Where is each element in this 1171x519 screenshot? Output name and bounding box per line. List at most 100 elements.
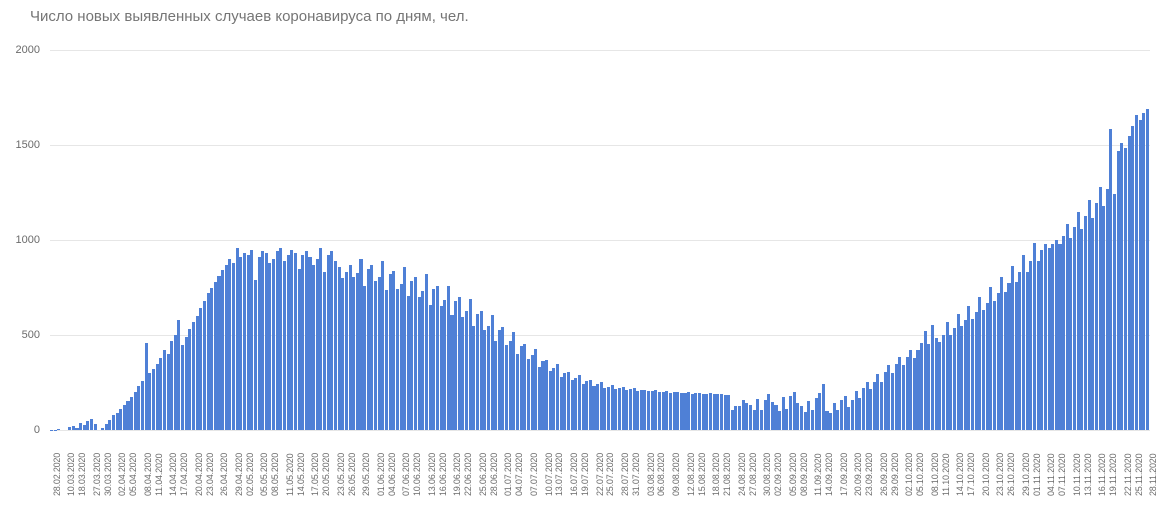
bar: [614, 389, 617, 430]
bar: [130, 397, 133, 430]
bar: [669, 393, 672, 430]
bar: [1139, 120, 1142, 430]
bar: [1106, 189, 1109, 430]
bar: [989, 287, 992, 430]
bar: [673, 392, 676, 430]
bar: [268, 263, 271, 430]
bar: [119, 409, 122, 430]
bar: [1109, 129, 1112, 430]
bar: [804, 412, 807, 430]
bar: [1117, 151, 1120, 430]
bar: [1000, 277, 1003, 430]
bar: [876, 374, 879, 430]
x-tick-label: 26.04.2020: [219, 453, 229, 496]
bar: [625, 390, 628, 430]
bar: [935, 338, 938, 430]
x-tick-label: 29.09.2020: [890, 453, 900, 496]
x-tick-label: 10.06.2020: [412, 453, 422, 496]
bar: [756, 399, 759, 430]
x-tick-label: 22.07.2020: [595, 453, 605, 496]
bar: [982, 310, 985, 430]
bar: [185, 337, 188, 430]
bar: [469, 299, 472, 430]
x-tick-label: 08.04.2020: [143, 453, 153, 496]
x-tick-label: 13.06.2020: [427, 453, 437, 496]
bar: [167, 354, 170, 430]
bar: [793, 392, 796, 430]
bar: [145, 343, 148, 430]
bar: [866, 382, 869, 430]
bar: [319, 248, 322, 430]
bar: [480, 311, 483, 430]
bar: [520, 346, 523, 430]
bar: [906, 357, 909, 430]
bar: [1026, 272, 1029, 430]
x-tick-label: 08.10.2020: [930, 453, 940, 496]
bar: [308, 257, 311, 430]
bar: [560, 377, 563, 430]
x-tick-label: 01.11.2020: [1032, 454, 1042, 496]
bar: [403, 267, 406, 430]
bar: [909, 350, 912, 430]
bar: [745, 403, 748, 430]
bar: [367, 269, 370, 431]
bar: [815, 398, 818, 430]
x-tick-label: 30.03.2020: [103, 453, 113, 496]
x-tick-label: 09.08.2020: [671, 453, 681, 496]
bar: [1113, 194, 1116, 430]
bar: [1062, 236, 1065, 430]
bar: [603, 388, 606, 430]
x-tick-label: 23.04.2020: [205, 453, 215, 496]
bar: [938, 342, 941, 430]
bar: [818, 393, 821, 430]
x-tick-label: 10.03.2020: [66, 453, 76, 496]
bar: [461, 317, 464, 430]
x-tick-label: 28.11.2020: [1148, 454, 1158, 496]
x-tick-label: 18.08.2020: [711, 453, 721, 496]
bar: [1069, 238, 1072, 430]
x-tick-label: 01.06.2020: [376, 453, 386, 496]
bar: [272, 259, 275, 430]
bar: [833, 403, 836, 430]
bar: [116, 413, 119, 430]
bar: [887, 365, 890, 430]
bar: [807, 401, 810, 430]
bar: [1073, 227, 1076, 430]
bar: [924, 331, 927, 430]
bar: [687, 392, 690, 430]
x-tick-label: 02.10.2020: [904, 453, 914, 496]
x-tick-label: 22.06.2020: [463, 453, 473, 496]
bar: [709, 393, 712, 430]
bar: [778, 411, 781, 430]
bar: [662, 392, 665, 430]
bar: [611, 385, 614, 430]
bar: [516, 354, 519, 430]
bar: [1022, 255, 1025, 430]
bar: [782, 397, 785, 430]
bar: [512, 332, 515, 430]
bar: [261, 251, 264, 430]
bar: [494, 341, 497, 430]
bar: [75, 428, 78, 430]
x-tick-label: 02.04.2020: [117, 453, 127, 496]
bar: [1018, 272, 1021, 430]
bar: [949, 335, 952, 430]
bar: [1011, 266, 1014, 430]
bar: [811, 410, 814, 430]
chart-title: Число новых выявленных случаев коронавир…: [30, 8, 469, 25]
bar: [327, 255, 330, 430]
bar: [600, 382, 603, 430]
bar: [363, 286, 366, 430]
y-tick-label: 0: [0, 424, 40, 436]
bar: [986, 303, 989, 430]
bar: [822, 384, 825, 430]
bar: [774, 405, 777, 430]
x-tick-label: 24.08.2020: [737, 453, 747, 496]
bar: [465, 311, 468, 430]
bar: [549, 371, 552, 430]
bar: [203, 301, 206, 430]
x-tick-label: 14.05.2020: [296, 453, 306, 496]
x-tick-label: 17.10.2020: [966, 453, 976, 496]
x-tick-label: 13.07.2020: [554, 453, 564, 496]
bar: [126, 401, 129, 430]
